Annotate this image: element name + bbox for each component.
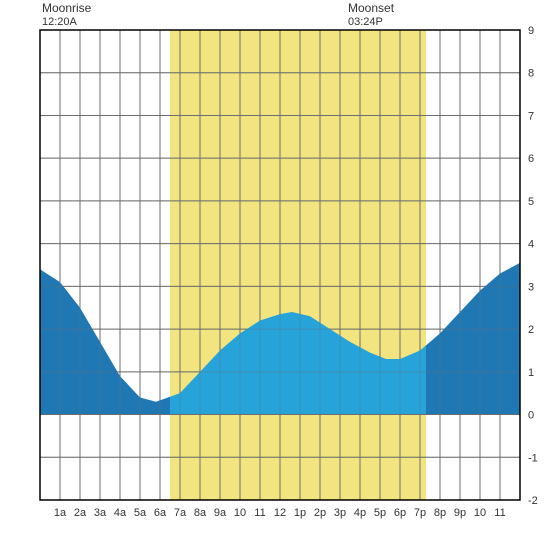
x-tick-label: 10 [474,507,486,519]
tide-chart: -2-101234567891a2a3a4a5a6a7a8a9a1011121p… [0,0,550,550]
x-tick-label: 11 [254,507,265,519]
x-tick-label: 9p [454,507,466,519]
x-tick-label: 3p [334,507,346,519]
moonrise-value: 12:20A [42,16,78,28]
daylight-band [170,30,426,500]
x-tick-label: 1a [54,507,67,519]
x-tick-label: 12 [274,507,286,519]
x-tick-label: 8p [434,507,446,519]
x-tick-label: 10 [234,507,246,519]
y-tick-label: 3 [528,281,534,293]
x-tick-label: 5p [374,507,386,519]
x-tick-label: 2a [74,507,87,519]
x-tick-label: 4p [354,507,366,519]
x-tick-label: 3a [94,507,107,519]
y-tick-label: 8 [528,68,534,80]
y-tick-label: 1 [528,367,534,379]
y-tick-label: -1 [528,452,538,464]
moonset-title: Moonset [348,1,395,15]
x-tick-label: 7p [414,507,426,519]
y-tick-label: 0 [528,410,534,422]
y-tick-label: 9 [528,25,534,37]
x-tick-label: 8a [194,507,207,519]
moonset-value: 03:24P [348,16,383,28]
y-tick-label: 4 [528,239,534,251]
y-tick-label: -2 [528,495,538,507]
x-tick-label: 6p [394,507,406,519]
x-tick-label: 9a [214,507,227,519]
y-tick-label: 7 [528,110,534,122]
chart-svg: -2-101234567891a2a3a4a5a6a7a8a9a1011121p… [0,0,550,550]
x-tick-label: 5a [134,507,147,519]
x-tick-label: 2p [314,507,326,519]
y-tick-label: 6 [528,153,534,165]
x-tick-label: 6a [154,507,167,519]
moonrise-title: Moonrise [42,1,92,15]
y-tick-label: 2 [528,324,534,336]
y-tick-label: 5 [528,196,534,208]
x-tick-label: 1p [294,507,306,519]
x-tick-label: 7a [174,507,187,519]
x-tick-label: 4a [114,507,127,519]
x-tick-label: 11 [494,507,505,519]
